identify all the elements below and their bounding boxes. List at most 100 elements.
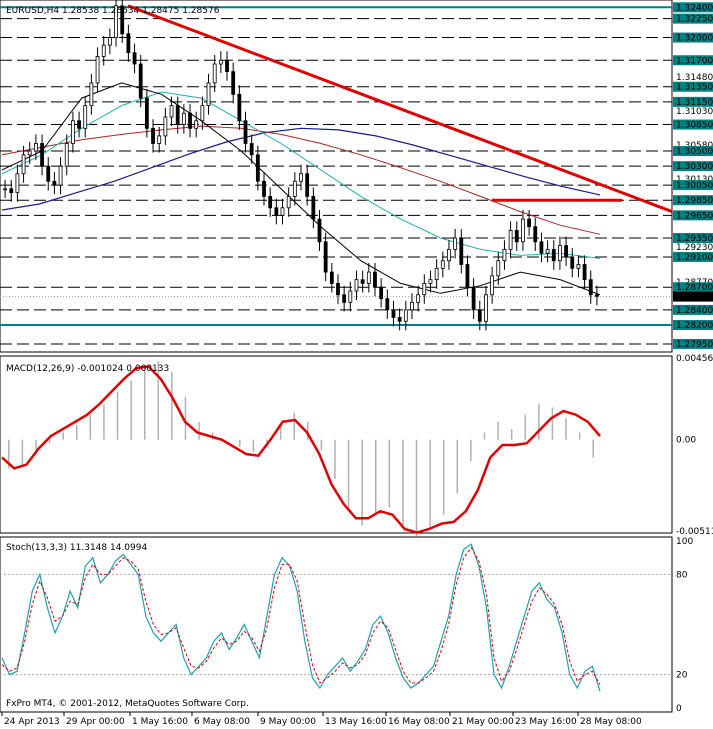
macd-pane: 0.004568 0.00 -0.00511 MACD(12,26,9) -0.00…: [0, 354, 713, 537]
candle-body: [551, 248, 556, 262]
candle-body: [348, 290, 353, 303]
candle-body: [144, 97, 149, 129]
stoch-levels: [0, 573, 672, 676]
price-label: 1.31700: [676, 56, 713, 66]
time-label: 16 May 08:00: [388, 717, 450, 727]
ma-slow-line: [1, 127, 601, 211]
candle-body: [194, 120, 199, 129]
main-header: EURUSD,H4 1.28538 1.28634 1.28475 1.2857…: [6, 6, 220, 16]
candle-body: [496, 260, 501, 277]
time-label: 21 May 00:00: [452, 717, 514, 727]
candle-body: [243, 120, 248, 144]
price-label: 1.31150: [676, 98, 713, 108]
candle-body: [453, 237, 458, 250]
candle-body: [305, 173, 310, 197]
stoch-label: 80: [676, 570, 688, 580]
price-label: 1.27950: [676, 340, 713, 350]
stoch-header: Stoch(13,3,3) 11.3148 14.0994: [6, 543, 147, 553]
candle-body: [101, 44, 106, 57]
price-label: 1.28576: [676, 293, 713, 303]
level-tag: [673, 13, 713, 24]
level-tag: [673, 32, 713, 43]
candle-body: [280, 207, 285, 216]
candle-body: [237, 93, 242, 122]
time-label: 28 May 08:00: [580, 717, 642, 727]
candle-body: [163, 116, 168, 137]
candle-body: [342, 294, 347, 303]
level-tag: [673, 233, 713, 244]
macd-signal-line: [1, 365, 601, 534]
candle-body: [299, 173, 303, 182]
candle-body: [379, 286, 384, 299]
level-tag: [673, 320, 713, 331]
candle-body: [274, 207, 279, 216]
macd-label: 0.004568: [676, 354, 713, 364]
candle-body: [292, 180, 297, 197]
level-tag: [673, 161, 713, 172]
candle-body: [373, 271, 377, 288]
price-axis: 1.32400 1.32250 1.32000 1.31700 1.314801.313…: [673, 2, 713, 350]
level-tag: [673, 195, 713, 206]
price-label: 1.32400: [676, 3, 713, 13]
stoch-main: [1, 543, 601, 692]
candle-body: [360, 279, 365, 284]
candle-body: [477, 309, 482, 322]
candle-body: [89, 82, 94, 107]
price-label: 1.30580: [676, 141, 713, 151]
macd-histogram: [8, 361, 594, 537]
candle-body: [151, 127, 155, 144]
candle-body: [484, 294, 488, 322]
candle-body: [391, 309, 396, 318]
candle-body: [268, 196, 273, 209]
price-label: 1.28200: [676, 321, 713, 331]
candle-body: [46, 165, 51, 182]
candle-body: [329, 271, 334, 284]
candle-body: [40, 143, 44, 167]
ma-black-line: [1, 82, 601, 296]
time-label: 24 Apr 2013: [4, 717, 60, 727]
price-label: 1.29650: [676, 211, 713, 221]
candle-body: [576, 264, 581, 269]
candle-body: [397, 317, 402, 322]
candle-body: [77, 120, 81, 129]
time-label: 13 May 16:00: [325, 717, 387, 727]
candle-body: [181, 112, 186, 125]
candle-body: [317, 218, 322, 243]
stoch-label: 100: [676, 537, 693, 547]
level-tag: [673, 180, 713, 191]
candle-body: [255, 154, 260, 182]
macd-label: -0.00511: [676, 527, 713, 537]
level-tag: [673, 119, 713, 130]
candle-body: [422, 283, 427, 296]
macd-signal: [1, 365, 601, 534]
price-label: 1.31480: [676, 73, 713, 83]
price-label: 1.29350: [676, 234, 713, 244]
candle-body: [120, 5, 125, 35]
level-tag: [673, 210, 713, 221]
price-label: 1.30050: [676, 181, 713, 191]
time-label: 6 May 08:00: [194, 717, 250, 727]
candle-body: [206, 82, 211, 107]
price-label: 1.32250: [676, 15, 713, 25]
stoch-signal: [1, 546, 601, 685]
price-label: 1.31030: [676, 107, 713, 117]
trendline: [127, 4, 673, 213]
candle-body: [582, 264, 587, 281]
candle-body: [514, 230, 519, 243]
candle-body: [502, 248, 507, 262]
candle-body: [323, 241, 328, 273]
stoch-lines: [1, 543, 601, 692]
macd-axis: 0.004568 0.00 -0.00511: [676, 354, 713, 537]
candle-body: [212, 63, 217, 84]
ma-mid-line: [1, 125, 601, 235]
candle-body: [595, 294, 599, 297]
level-tag: [673, 81, 713, 92]
candle-body: [34, 143, 38, 152]
candle-body: [3, 188, 7, 191]
candle-body: [440, 260, 445, 269]
candle-body: [570, 256, 575, 269]
candle-body: [231, 71, 236, 95]
time-label: 9 May 00:00: [260, 717, 316, 727]
level-tag: [673, 146, 713, 157]
level-tag: [673, 304, 713, 315]
